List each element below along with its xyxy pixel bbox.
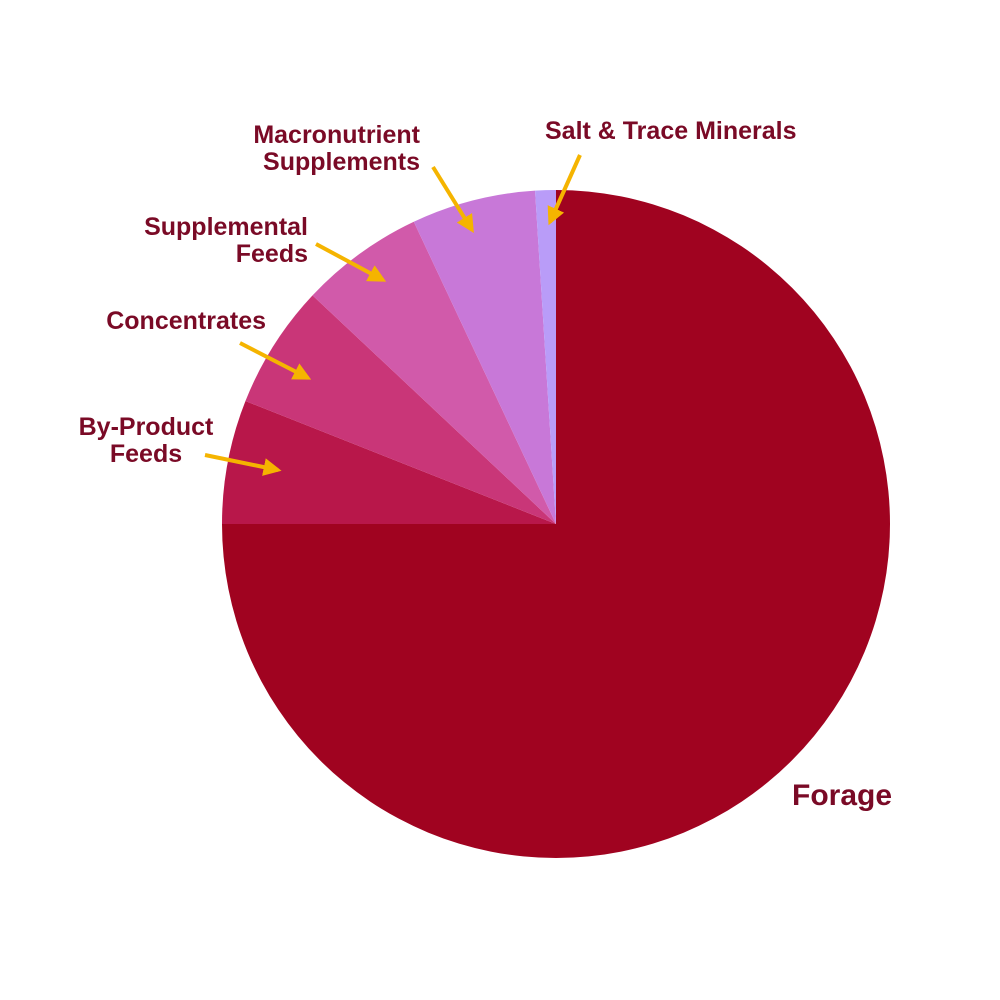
slice-label: Forage [792,779,893,812]
pie-slice [222,401,556,524]
slice-label: Salt & Trace Minerals [545,117,797,145]
slice-label: Concentrates [106,307,266,335]
label-arrow [204,453,282,476]
label-arrow [315,242,387,282]
pie-slice [312,221,556,524]
pie-slice [245,295,556,524]
label-arrow [239,341,312,380]
slice-label: By-Product Feeds [78,413,214,468]
pie-slice [535,190,556,524]
slice-label: Supplemental Feeds [144,213,308,268]
slice-label: Macronutrient Supplements [253,121,420,176]
label-arrow [547,154,582,226]
pie-slice [413,190,556,525]
label-arrow [431,165,474,234]
